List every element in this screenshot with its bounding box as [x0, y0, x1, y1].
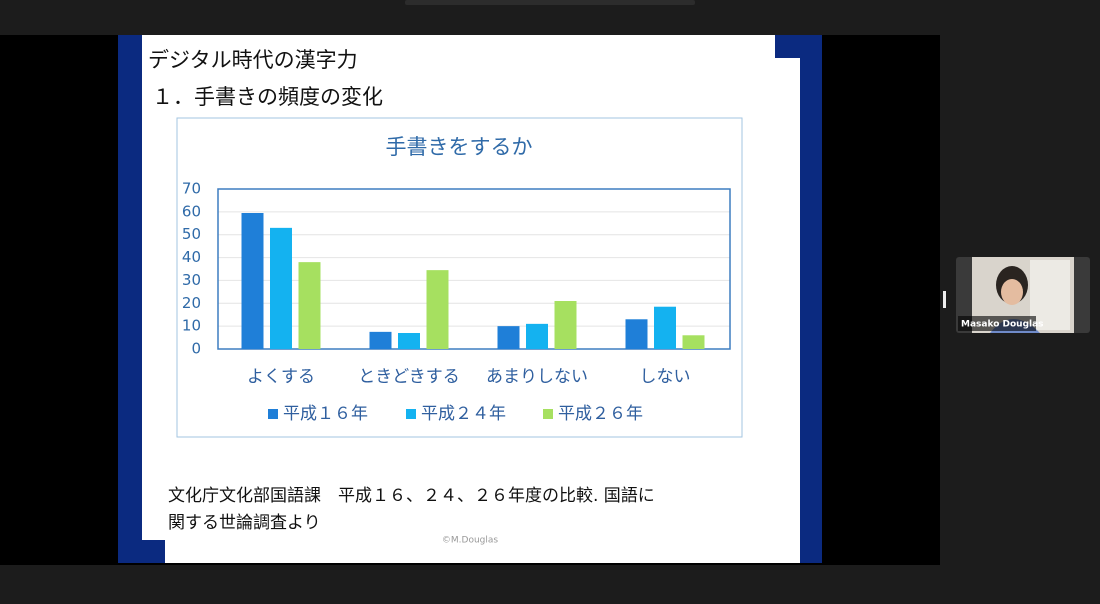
slide-title: デジタル時代の漢字力	[148, 48, 358, 72]
x-tick-label: よくする	[247, 367, 315, 387]
y-tick-label: 10	[182, 317, 201, 335]
top-bar	[405, 0, 695, 5]
slide	[775, 58, 800, 540]
bar	[497, 326, 520, 349]
bar	[298, 262, 321, 349]
copyright: ©M.Douglas	[442, 536, 498, 546]
legend-label: 平成１６年	[283, 404, 368, 424]
slide-subtitle: １．手書きの頻度の変化	[152, 85, 383, 109]
x-tick-label: ときどきする	[358, 367, 460, 387]
y-tick-label: 40	[182, 248, 201, 266]
bar	[682, 335, 705, 349]
bar	[398, 333, 420, 349]
chart-title: 手書きをするか	[386, 135, 533, 159]
bar	[369, 331, 392, 349]
bar	[554, 301, 577, 349]
legend-marker	[268, 409, 278, 419]
bar	[625, 319, 648, 349]
bar	[526, 323, 548, 349]
source-text: 文化庁文化部国語課 平成１６、２４、２６年度の比較. 国語に	[168, 486, 655, 506]
bar	[654, 306, 676, 349]
x-tick-label: しない	[640, 367, 691, 387]
y-tick-label: 70	[182, 180, 201, 198]
y-tick-label: 30	[182, 271, 201, 289]
y-tick-label: 60	[182, 202, 201, 220]
source-text: 関する世論調査より	[168, 513, 321, 533]
legend-label: 平成２４年	[421, 404, 506, 424]
legend-label: 平成２６年	[558, 404, 643, 424]
divider-handle[interactable]	[943, 291, 946, 308]
name-tag	[958, 316, 1036, 331]
plot-border	[217, 188, 731, 350]
bar	[241, 213, 264, 349]
x-tick-label: あまりしない	[486, 367, 588, 387]
slide	[165, 540, 800, 563]
y-tick-label: 20	[182, 294, 201, 312]
y-tick-label: 50	[182, 225, 201, 243]
bar	[426, 270, 449, 349]
y-tick-label: 0	[191, 340, 201, 358]
participant-name: Masako Douglas	[961, 320, 1044, 330]
legend-marker	[406, 409, 416, 419]
video-feed	[1030, 260, 1070, 330]
video-feed	[1001, 279, 1023, 305]
bar	[270, 227, 292, 349]
legend-marker	[543, 409, 553, 419]
